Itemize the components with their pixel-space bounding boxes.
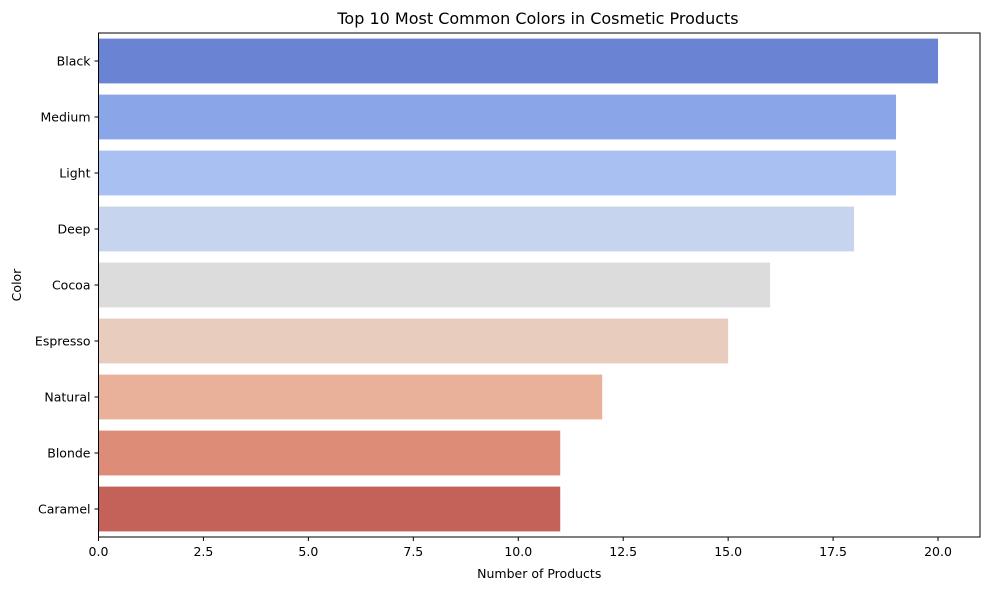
- chart-title: Top 10 Most Common Colors in Cosmetic Pr…: [336, 9, 738, 28]
- y-tick-label: Deep: [58, 222, 91, 237]
- bar-medium: [98, 94, 897, 140]
- bar-black: [98, 38, 939, 84]
- x-tick-label: 12.5: [609, 544, 637, 559]
- x-tick-label: 7.5: [403, 544, 423, 559]
- x-tick-label: 15.0: [714, 544, 742, 559]
- y-axis-label: Color: [9, 268, 24, 301]
- bar-blonde: [98, 430, 561, 476]
- y-tick-label: Cocoa: [52, 278, 91, 293]
- y-tick-label: Medium: [41, 110, 91, 125]
- y-tick-label: Natural: [44, 390, 90, 405]
- plot-frame: [98, 32, 981, 538]
- x-axis-ticks: 0.0 2.5 5.0 7.5 10.0 12.5 15.0 17.5 20.0: [89, 537, 952, 559]
- bar-espresso: [98, 318, 729, 364]
- x-tick-label: 17.5: [819, 544, 847, 559]
- y-tick-label: Black: [57, 54, 92, 69]
- bar-caramel: [98, 486, 561, 532]
- y-tick-label: Caramel: [38, 502, 91, 517]
- y-axis-ticks: Black Medium Light Deep Cocoa Espresso Natural…: [35, 54, 99, 517]
- x-axis-label: Number of Products: [477, 566, 601, 581]
- x-tick-label: 0.0: [89, 544, 109, 559]
- x-tick-label: 20.0: [924, 544, 952, 559]
- bar-light: [98, 150, 897, 196]
- bar-natural: [98, 374, 603, 420]
- bar-deep: [98, 206, 855, 252]
- y-tick-label: Espresso: [35, 334, 91, 349]
- bar-cocoa: [98, 262, 771, 308]
- bars-layer: [98, 38, 939, 532]
- y-tick-label: Blonde: [47, 446, 91, 461]
- x-tick-label: 5.0: [298, 544, 318, 559]
- y-tick-label: Light: [59, 166, 90, 181]
- x-tick-label: 10.0: [504, 544, 532, 559]
- x-tick-label: 2.5: [193, 544, 213, 559]
